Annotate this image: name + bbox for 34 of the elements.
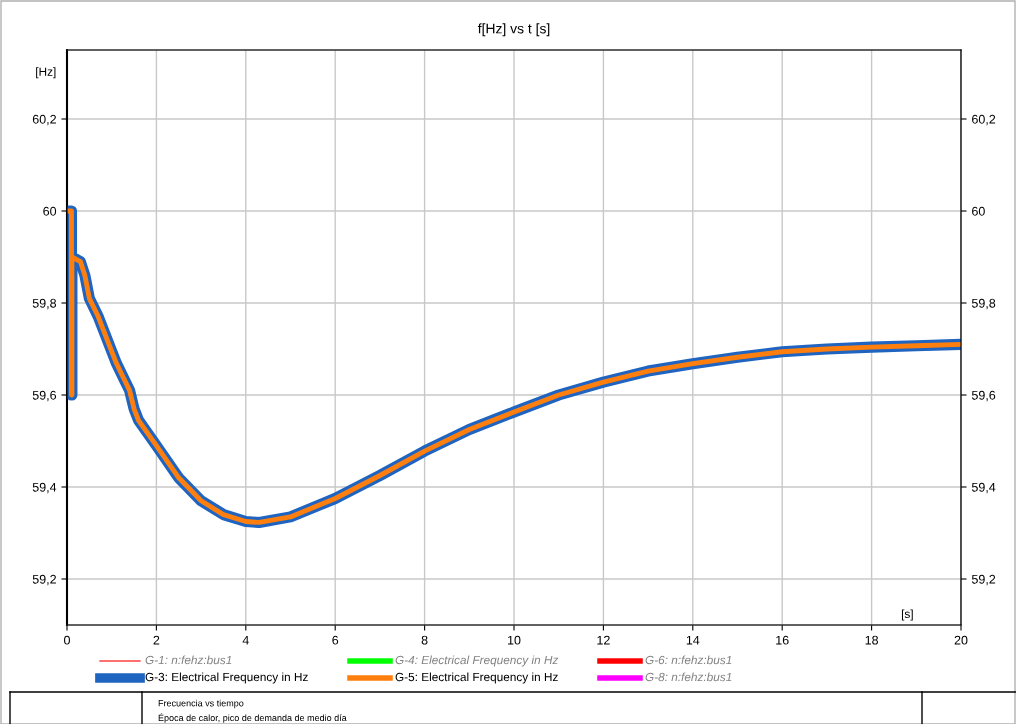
y2-tick-label: 59,2	[971, 574, 996, 586]
y-tick-label: 60,2	[32, 114, 56, 126]
y-axis-title: [Hz]	[36, 67, 56, 79]
y-tick-label: 59,6	[32, 390, 57, 402]
x-tick-label: 8	[421, 635, 428, 645]
y2-tick-label: 60,2	[972, 114, 996, 126]
y2-tick-label: 59,4	[971, 482, 996, 494]
x-tick-label: 12	[597, 635, 610, 645]
x-tick-label: 2	[153, 635, 160, 645]
x-tick-label: 0	[64, 635, 70, 645]
text: Frecuencia vs tiempo	[158, 699, 244, 709]
y-tick-label: 60	[43, 206, 57, 216]
y2-tick-label: 59,8	[971, 298, 996, 310]
legend-label: G-5: Electrical Frequency in Hz	[395, 672, 558, 684]
y-tick-label: 59,4	[32, 482, 57, 494]
x-tick-label: 16	[776, 635, 789, 645]
legend-label: G-8: n:fehz:bus1	[645, 672, 732, 682]
chart-title: f[Hz] vs t [s]	[477, 23, 550, 37]
legend-label: G-3: Electrical Frequency in Hz	[145, 672, 308, 684]
x-tick-label: 18	[865, 635, 879, 645]
text: Época de calor, pico de demanda de medio día	[158, 713, 347, 723]
x-tick-label: 20	[954, 635, 968, 645]
y-tick-label: 59,8	[32, 298, 57, 310]
x-tick-label: 14	[686, 635, 700, 645]
x-tick-label: 4	[242, 635, 249, 645]
y2-tick-label: 60	[972, 206, 985, 216]
y-tick-label: 59,2	[32, 574, 56, 586]
x-axis-title: [s]	[901, 609, 913, 621]
x-tick-label: 6	[332, 635, 339, 645]
y2-tick-label: 59,6	[971, 390, 996, 402]
legend-label: G-6: n:fehz:bus1	[645, 655, 732, 665]
legend-label: G-4: Electrical Frequency in Hz	[395, 655, 559, 667]
x-tick-label: 10	[508, 635, 521, 645]
legend-label: G-1: n:fehz:bus1	[145, 655, 232, 665]
